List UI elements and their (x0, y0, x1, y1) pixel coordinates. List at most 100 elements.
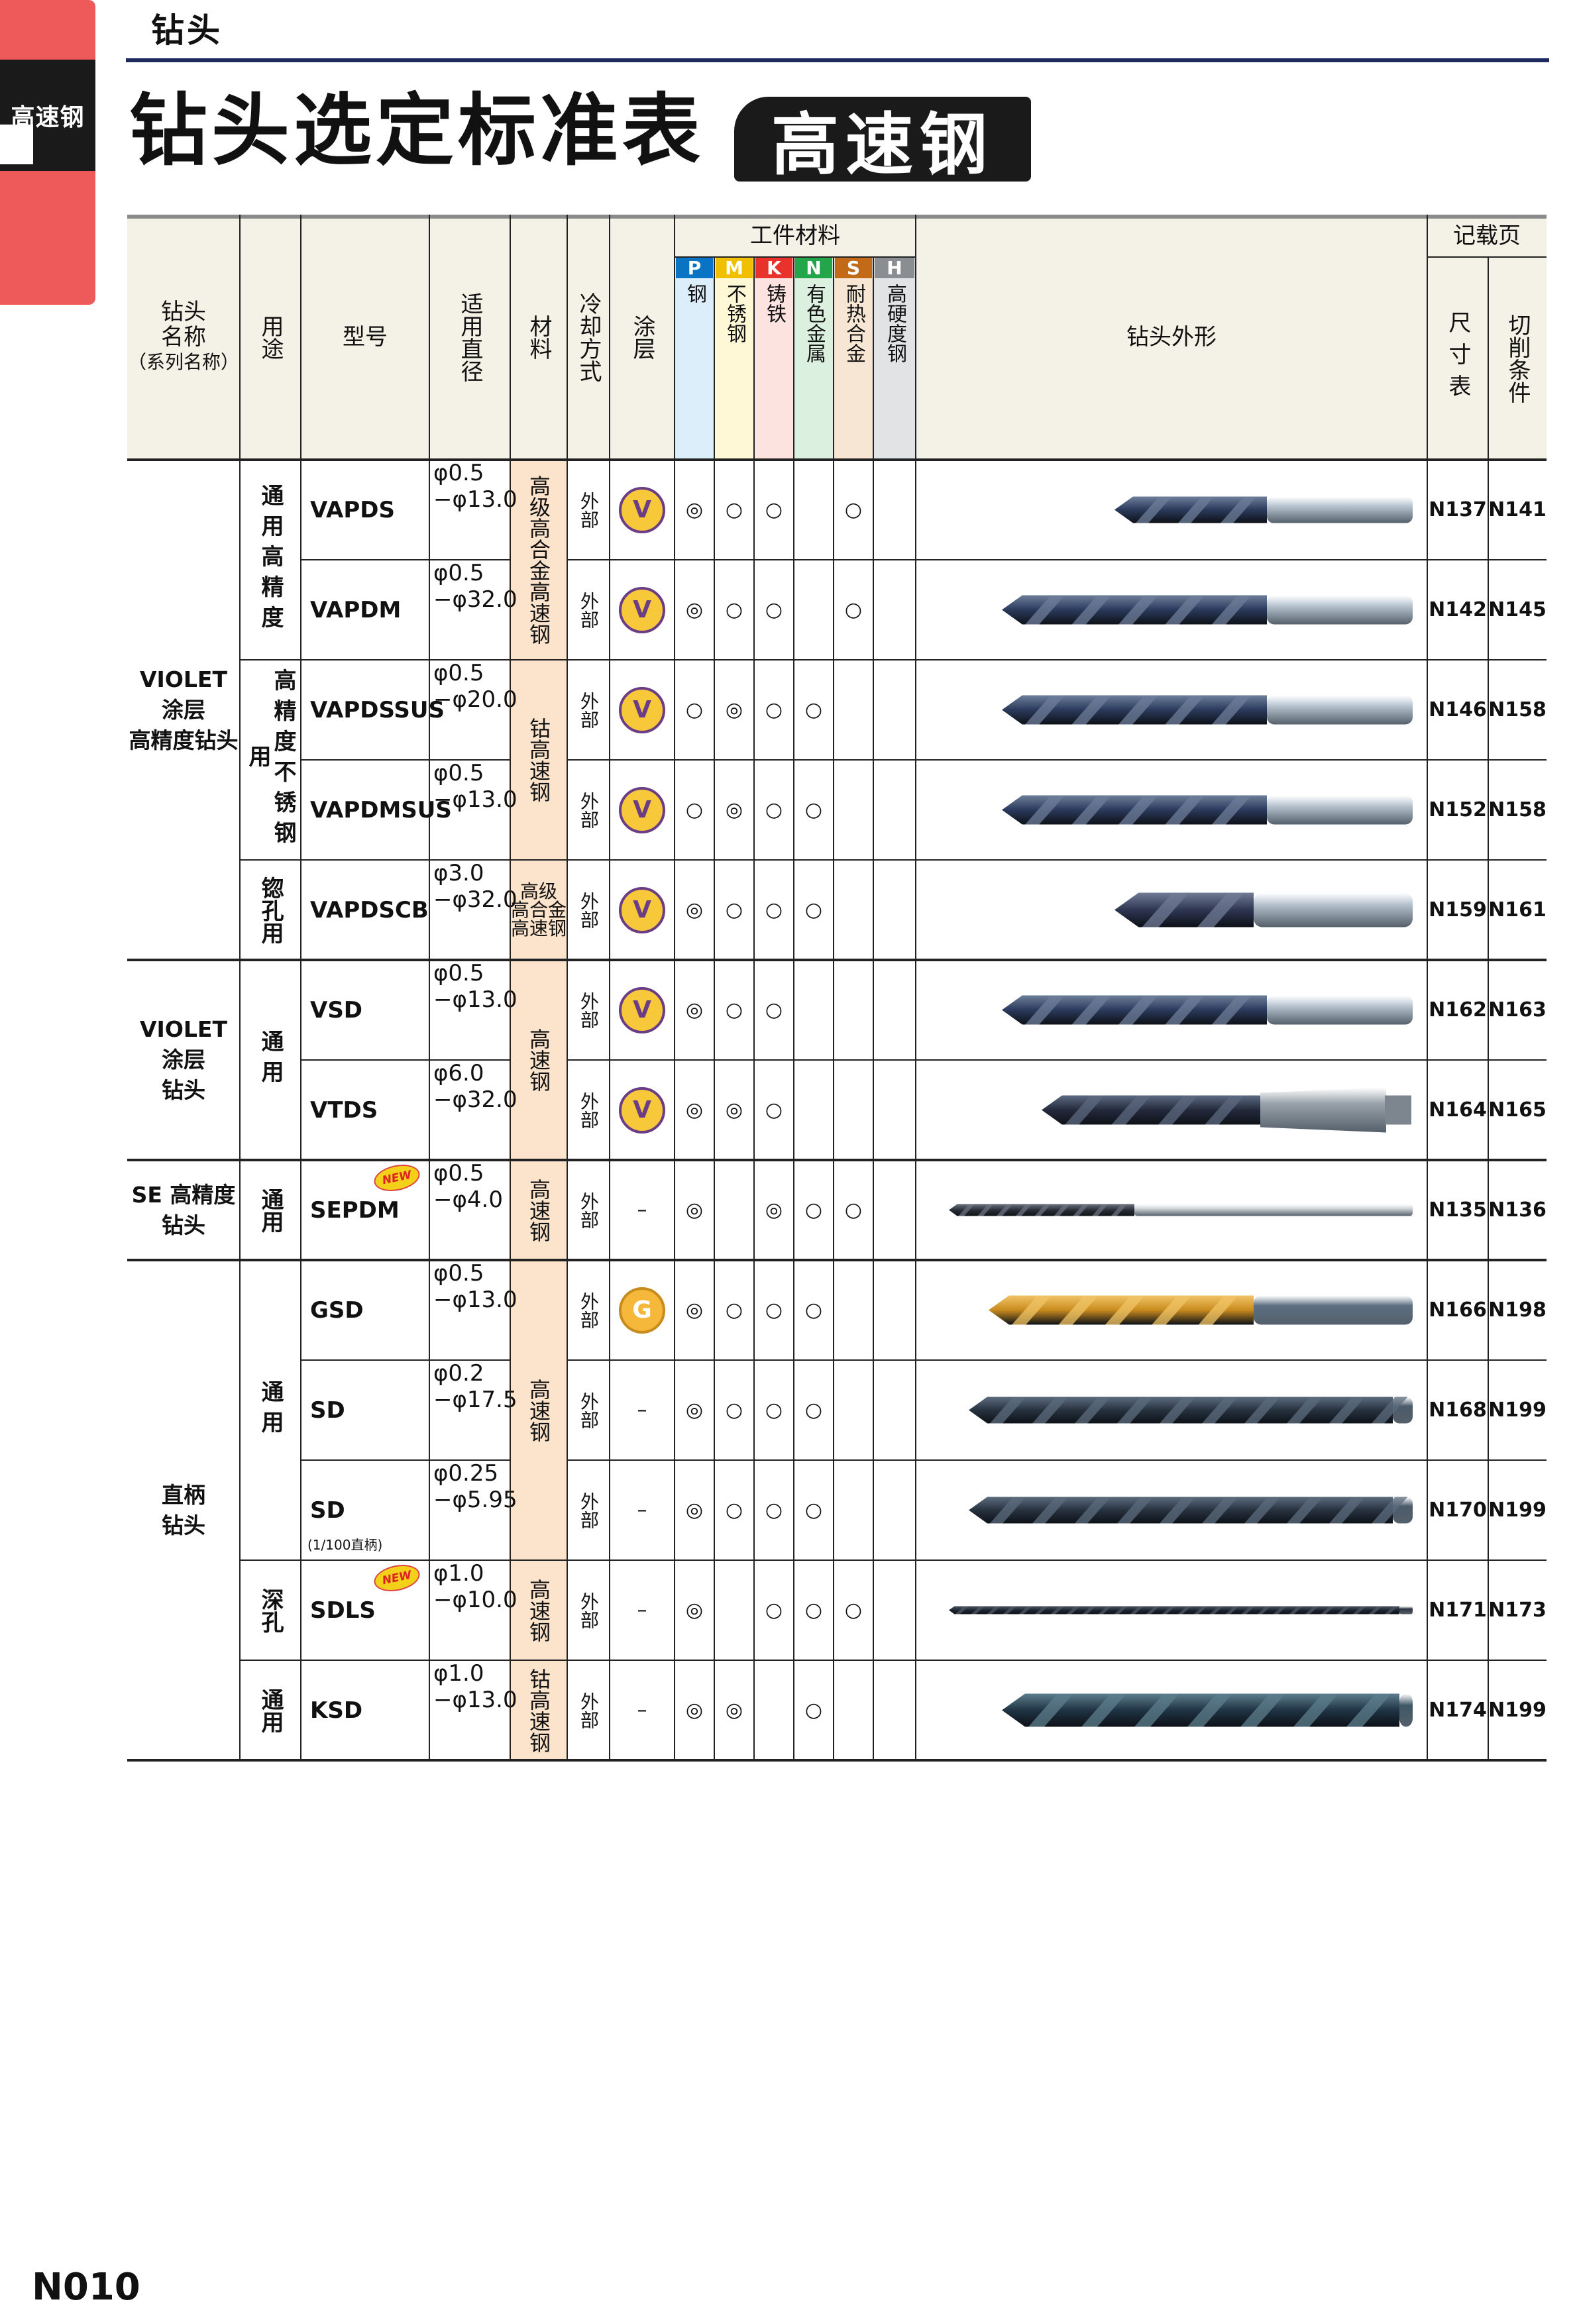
drill-image (1002, 595, 1413, 625)
suitability-good: ○ (765, 598, 783, 621)
size-table-ref: N170 (1429, 1499, 1487, 1522)
suitability-good: ○ (765, 1098, 783, 1122)
diameter-range: φ0.5 −φ32.0 (429, 560, 517, 660)
header-rule (126, 58, 1549, 62)
drill-flute (1257, 1606, 1271, 1614)
drill-shank (1254, 1295, 1413, 1325)
cutting-cond-ref: N141 (1488, 498, 1547, 521)
suitability-good: ○ (685, 698, 704, 721)
drill-flute (990, 1497, 1026, 1524)
drill-flute (958, 1204, 975, 1216)
material-name-p: 钢 (683, 284, 706, 303)
series-name: VIOLET 涂层 高精度钻头 (129, 666, 239, 753)
material-name-n: 有色金属 (802, 284, 826, 363)
drill-flute (1130, 1606, 1144, 1614)
material-cell: 钴高速钢 (510, 1660, 567, 1760)
drill-flute (1198, 1295, 1238, 1325)
drill-flute (1118, 995, 1158, 1025)
grid-hline (127, 1159, 1547, 1161)
grid-hline (1427, 256, 1547, 258)
drill-flute (1197, 892, 1244, 927)
suitability-mark (834, 1360, 873, 1460)
material-cell: 高级高合金高速钢 (510, 460, 567, 660)
coating-v-icon: V (619, 1086, 665, 1134)
suitability-excellent: ◎ (685, 1699, 704, 1722)
coating-none: – (637, 1699, 647, 1722)
grid-hline (127, 959, 1547, 961)
model-name: SDLS (310, 1597, 376, 1624)
coating-v-icon: V (619, 586, 665, 633)
drill-flute (1111, 1095, 1152, 1125)
drill-flute (1244, 1497, 1281, 1524)
model-note: (1/100直柄) (307, 1537, 383, 1553)
size-table-ref: N174 (1429, 1699, 1487, 1722)
use-cell: 锪孔用 (257, 876, 284, 944)
suitability-mark (834, 1660, 873, 1760)
diameter-max: −φ13.0 (433, 786, 517, 813)
section-label: 钻头 (151, 11, 223, 50)
size-table-ref: N164 (1429, 1098, 1487, 1122)
use-cell: 通用高精度 (257, 484, 284, 636)
drill-flute (1071, 695, 1112, 725)
suitability-good: ○ (804, 698, 823, 721)
drill-image (1042, 1087, 1411, 1133)
drill-flute (1178, 496, 1215, 523)
grid-vline (915, 215, 916, 1760)
suitability-excellent: ◎ (725, 698, 743, 721)
material-code-n: N (795, 257, 832, 279)
diameter-max: −φ13.0 (433, 986, 517, 1013)
cutting-cond-ref: N165 (1488, 1098, 1547, 1122)
suitability-mark (873, 760, 916, 860)
suitability-good: ○ (804, 798, 823, 821)
grid-hline (240, 1660, 1547, 1661)
drill-shank (1399, 1606, 1413, 1614)
drill-flute (1202, 1497, 1238, 1524)
diameter-max: −φ17.5 (433, 1387, 517, 1413)
material-name-k: 铸铁 (763, 284, 786, 323)
model-name: VAPDMSUS (310, 796, 452, 823)
drill-flute (1034, 1204, 1052, 1216)
diameter-range: φ0.25 −φ5.95 (429, 1460, 517, 1560)
suitability-mark (873, 1460, 916, 1560)
drill-flute (1372, 1397, 1408, 1424)
diameter-range: φ0.5 −φ13.0 (429, 1260, 517, 1360)
suitability-excellent: ◎ (685, 1198, 704, 1222)
header-use: 用途 (257, 315, 284, 360)
use-cell: 通用 (257, 1687, 284, 1733)
cutting-cond-ref: N163 (1488, 998, 1547, 1022)
drill-flute (977, 1204, 994, 1216)
cutting-cond-ref: N136 (1488, 1198, 1547, 1222)
cooling-type: 外部 (578, 1491, 600, 1529)
material-column-tint-n (794, 257, 834, 460)
grid-vline (1427, 215, 1428, 1760)
diameter-range: φ0.2 −φ17.5 (429, 1360, 517, 1460)
drill-flute (1165, 595, 1205, 625)
drill-shank (1134, 1204, 1413, 1216)
suitability-mark (873, 1560, 916, 1660)
drill-flute (1025, 595, 1065, 625)
material-cell: 高级 高合金 高速钢 (510, 860, 567, 960)
grid-vline (793, 257, 794, 1760)
drill-flute (1146, 1606, 1160, 1614)
grid-hline (301, 1059, 510, 1061)
coating-g-icon: G (619, 1287, 665, 1334)
diameter-max: −φ5.95 (433, 1487, 517, 1513)
drill-shank (1254, 892, 1413, 927)
suitability-good: ○ (725, 1499, 743, 1522)
drill-flute (1071, 595, 1112, 625)
grid-hline (301, 559, 510, 560)
diameter-min: φ6.0 (433, 1060, 484, 1086)
drill-flute (1241, 1606, 1255, 1614)
drill-flute (1118, 595, 1158, 625)
material-code-k: K (755, 257, 792, 279)
series-name: 直柄 钻头 (162, 1481, 205, 1538)
material-name-h: 高硬度钢 (883, 284, 906, 363)
suitability-excellent: ◎ (725, 798, 743, 821)
drill-flute (971, 1606, 985, 1614)
drill-flute (1054, 1204, 1070, 1216)
drill-shank (1267, 995, 1413, 1025)
grid-hline (567, 559, 1547, 560)
drill-flute (1160, 1397, 1196, 1424)
drill-flute (1081, 1693, 1126, 1727)
suitability-good: ○ (765, 998, 783, 1022)
